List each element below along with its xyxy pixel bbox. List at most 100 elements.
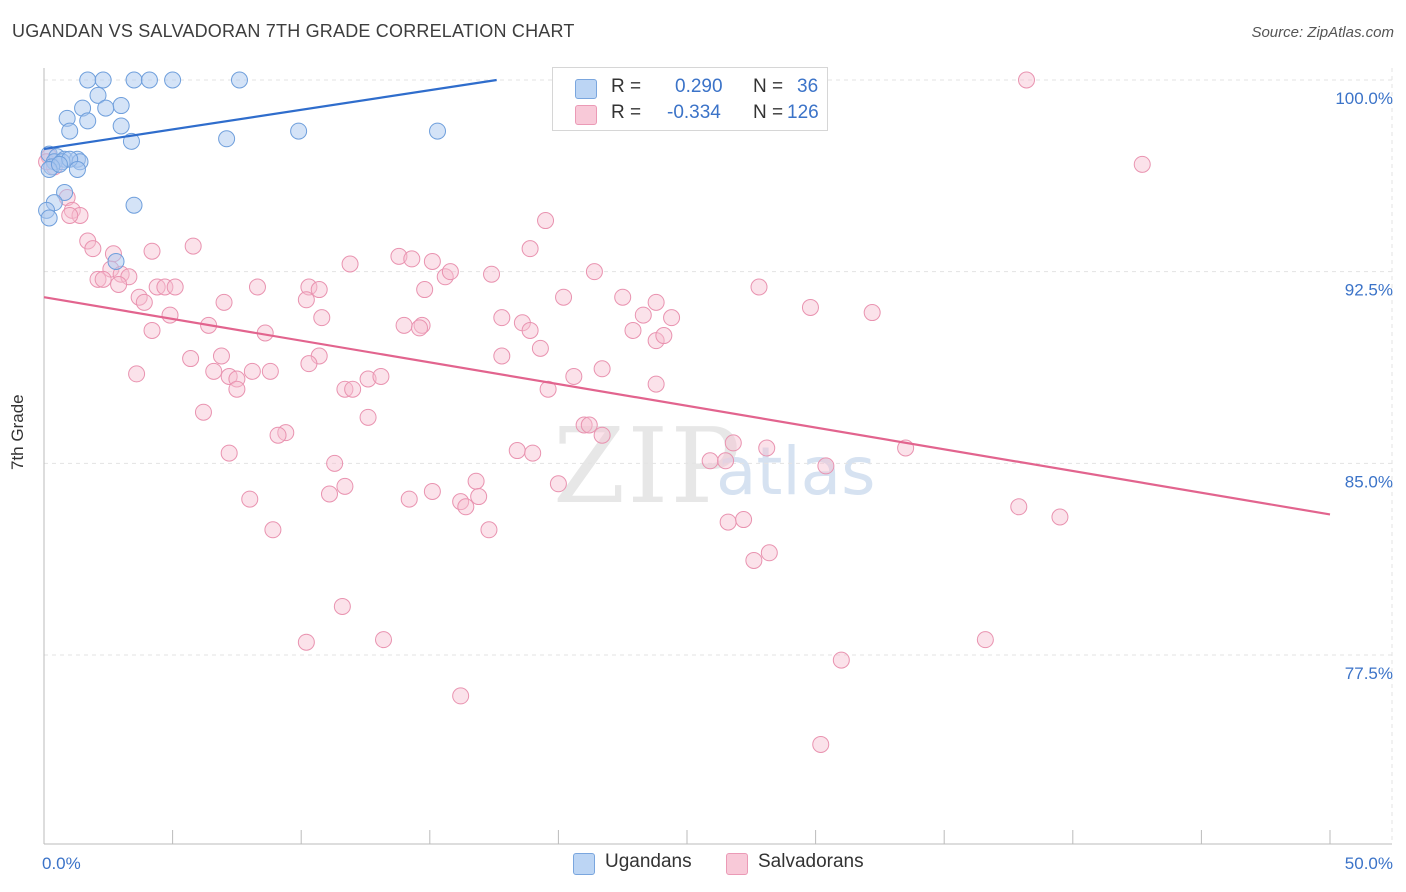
salvadorans-point (390, 247, 408, 265)
salvadorans-point (1018, 71, 1036, 89)
salvadorans-trend-line (43, 296, 1331, 516)
salvadorans-point (470, 488, 488, 506)
ugandans-point (79, 112, 97, 130)
salvadorans-point (359, 408, 377, 426)
salvadorans-point (647, 375, 665, 393)
salvadorans-point (130, 288, 148, 306)
salvadorans-point (436, 268, 454, 286)
salvadorans-point (663, 309, 681, 327)
salvadorans-point (801, 298, 819, 316)
salvadorans-point (524, 444, 542, 462)
salvadorans-point (228, 380, 246, 398)
salvadorans-point (61, 206, 79, 224)
salvadorans-point (735, 511, 753, 529)
salvadorans-legend-swatch (726, 853, 748, 875)
salvadorans-legend-label: Salvadorans (758, 851, 864, 872)
salvadorans-point (812, 735, 830, 753)
salvadorans-point (537, 212, 555, 230)
salvadorans-point (71, 206, 89, 224)
trend-layer (43, 78, 1331, 516)
salvadorans-point (156, 278, 174, 296)
salvadorans-point (403, 250, 421, 268)
ugandans-swatch (575, 79, 597, 99)
y-tick-label: 92.5% (1345, 281, 1393, 300)
ugandans-point (125, 71, 143, 89)
salvadorans-point (1051, 508, 1069, 526)
salvadorans-point (184, 237, 202, 255)
y-tick-label: 85.0% (1345, 472, 1393, 491)
salvadorans-point (1133, 155, 1151, 173)
ugandans-point (112, 117, 130, 135)
watermark-atlas: atlas (716, 433, 876, 510)
x-tick-label: 0.0% (42, 854, 81, 873)
ugandans-point (94, 71, 112, 89)
salvadorans-point (400, 490, 418, 508)
salvadorans-point (375, 631, 393, 649)
tick-labels-layer: 100.0% 92.5% 85.0% 77.5% 0.0% 50.0% (42, 89, 1393, 873)
salvadorans-point (493, 347, 511, 365)
salvadorans-point (84, 240, 102, 258)
salvadorans-point (555, 288, 573, 306)
y-tick-label: 77.5% (1345, 664, 1393, 683)
salvadorans-point (300, 355, 318, 373)
salvadorans-point (143, 242, 161, 260)
n-label: N = (753, 76, 784, 97)
salvadorans-point (89, 270, 107, 288)
salvadorans-point (539, 380, 557, 398)
salvadorans-point (701, 452, 719, 470)
salvadorans-r-value: -0.334 (667, 102, 721, 123)
salvadorans-point (411, 319, 429, 337)
salvadorans-point (575, 416, 593, 434)
salvadorans-point (297, 633, 315, 651)
salvadorans-point (261, 362, 279, 380)
salvadorans-point (423, 482, 441, 500)
salvadorans-point (359, 370, 377, 388)
salvadorans-point (243, 362, 261, 380)
salvadorans-point (521, 321, 539, 339)
salvadorans-point (483, 265, 501, 283)
axes-layer (43, 68, 1392, 845)
ugandans-legend-label: Ugandans (605, 851, 692, 872)
salvadorans-point (264, 521, 282, 539)
salvadorans-point (215, 293, 233, 311)
salvadorans-point (719, 513, 737, 531)
salvadorans-point (521, 240, 539, 258)
salvadorans-point (593, 360, 611, 378)
salvadorans-point (310, 281, 328, 299)
ugandans-point (112, 97, 130, 115)
salvadorans-point (194, 403, 212, 421)
ugandans-point (89, 86, 107, 104)
ugandans-legend-swatch (573, 853, 595, 875)
salvadorans-point (508, 442, 526, 460)
y-tick-label: 100.0% (1335, 89, 1393, 108)
salvadorans-point (166, 278, 184, 296)
salvadorans-point (344, 380, 362, 398)
salvadorans-point (624, 321, 642, 339)
salvadorans-points (38, 71, 1151, 753)
grid-layer (44, 68, 1393, 844)
salvadorans-point (745, 551, 763, 569)
salvadorans-point (212, 347, 230, 365)
salvadorans-n-value: 126 (787, 102, 819, 123)
salvadorans-point (220, 444, 238, 462)
salvadorans-point (135, 293, 153, 311)
ugandans-point (107, 252, 125, 270)
salvadorans-point (320, 485, 338, 503)
salvadorans-point (413, 316, 431, 334)
ugandans-point (429, 122, 447, 140)
salvadorans-point (94, 270, 112, 288)
salvadorans-point (241, 490, 259, 508)
ugandans-point (218, 130, 236, 148)
y-axis-label: 7th Grade (8, 394, 27, 470)
salvadorans-point (395, 316, 413, 334)
ugandans-point (68, 160, 86, 178)
ugandans-point (50, 155, 68, 173)
salvadorans-point (614, 288, 632, 306)
source-label: Source: ZipAtlas.com (1251, 24, 1394, 41)
salvadorans-point (1010, 498, 1028, 516)
ugandans-point (230, 71, 248, 89)
ugandans-n-value: 36 (797, 76, 819, 97)
x-tick-label: 50.0% (1345, 854, 1393, 873)
salvadorans-point (655, 327, 673, 345)
